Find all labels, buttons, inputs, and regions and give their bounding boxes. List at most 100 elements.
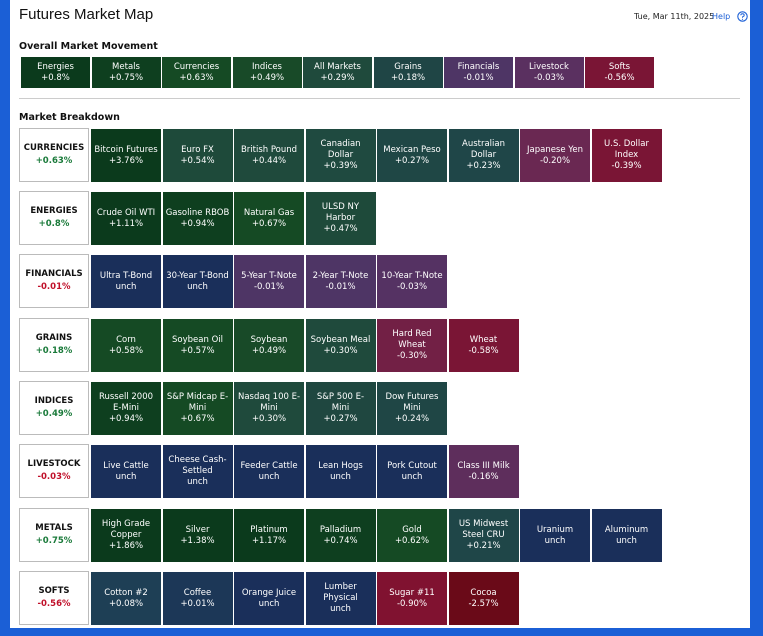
tile-change: +0.30% [323,345,358,356]
market-tile[interactable]: Nasdaq 100 E-Mini +0.30% [233,381,305,436]
tile-change: +1.11% [108,218,144,229]
market-tile[interactable]: Pork Cutout unch [376,444,448,499]
tile-name: Lumber Physical [323,582,358,603]
market-tile[interactable]: U.S. Dollar Index -0.39% [590,128,663,183]
market-tile[interactable]: Live Cattle unch [90,444,162,499]
tile-change: +0.75% [108,72,144,83]
market-tile[interactable]: Silver +1.38% [161,508,234,563]
row-name: GRAINS [35,333,73,343]
row-name: METALS [35,523,73,533]
tile-change: +3.76% [108,155,144,166]
tile-change: +0.24% [394,414,430,424]
market-tile[interactable]: Softs -0.56% [584,56,655,89]
market-tile[interactable]: 10-Year T-Note -0.03% [376,254,448,309]
market-tile[interactable]: Soybean +0.49% [233,318,305,373]
market-tile[interactable]: Gasoline RBOB +0.94% [161,191,234,246]
market-tile[interactable]: 30-Year T-Bond unch [161,254,234,309]
tile-change: unch [330,604,351,614]
market-tile[interactable]: 5-Year T-Note -0.01% [233,254,305,309]
market-tile[interactable]: Uranium unch [519,508,591,563]
market-tile[interactable]: Natural Gas +0.67% [233,191,305,246]
market-tile[interactable]: Aluminum unch [590,508,663,563]
tile-name: 30-Year T-Bond [166,270,229,281]
tile-change: unch [544,535,566,546]
market-tile[interactable]: Feeder Cattle unch [233,444,305,499]
row-label: SOFTS -0.56% [19,571,89,625]
tile-name: Pork Cutout [387,460,437,471]
market-tile[interactable]: Livestock -0.03% [513,56,585,89]
tile-change: -0.56% [604,72,635,83]
tile-name: Hard Red Wheat [392,329,432,350]
market-tile[interactable]: Hard Red Wheat -0.30% [376,318,448,373]
market-tile[interactable]: S&P Midcap E-Mini +0.67% [161,381,234,436]
tile-change: -2.57% [468,598,499,609]
market-tile[interactable]: All Markets +0.29% [302,56,373,89]
tile-change: unch [187,477,208,487]
tile-change: +0.30% [251,414,287,424]
tile-name: Euro FX [181,144,214,155]
market-tile[interactable]: Grains +0.18% [372,56,444,89]
market-tile[interactable]: Metals +0.75% [90,56,162,89]
tile-change: +0.27% [323,414,358,424]
tile-name: Palladium [319,524,362,535]
market-tile[interactable]: British Pound +0.44% [233,128,305,183]
market-tile[interactable]: Mexican Peso +0.27% [376,128,448,183]
market-tile[interactable]: Crude Oil WTI +1.11% [90,191,162,246]
help-link[interactable]: Help [712,12,731,21]
market-tile[interactable]: ULSD NY Harbor +0.47% [304,191,377,246]
market-tile[interactable]: Orange Juice unch [233,571,305,626]
market-tile[interactable]: Bitcoin Futures +3.76% [90,128,162,183]
market-tile[interactable]: Financials -0.01% [443,56,514,89]
tile-name: Ultra T-Bond [99,270,153,281]
market-tile[interactable]: Energies +0.8% [20,56,91,89]
tile-name: Cotton #2 [104,587,148,598]
tile-name: Mexican Peso [383,144,441,155]
market-tile[interactable]: Ultra T-Bond unch [90,254,162,309]
tile-name: Uranium [536,524,574,535]
market-tile[interactable]: US Midwest Steel CRU +0.21% [447,508,520,563]
help-icon[interactable] [737,11,748,22]
market-tile[interactable]: Euro FX +0.54% [161,128,234,183]
market-tile[interactable]: Russell 2000 E-Mini +0.94% [90,381,162,436]
row-label: ENERGIES +0.8% [19,191,89,245]
market-tile[interactable]: Japanese Yen -0.20% [519,128,591,183]
market-tile[interactable]: S&P 500 E-Mini +0.27% [304,381,377,436]
tile-change: -0.01% [253,281,285,292]
row-name: ENERGIES [30,206,78,216]
tile-change: unch [616,535,637,546]
market-tile[interactable]: Class III Milk -0.16% [447,444,520,499]
market-tile[interactable]: Corn +0.58% [90,318,162,373]
tile-name: Grains [394,61,422,72]
market-tile[interactable]: Platinum +1.17% [233,508,305,563]
market-tile[interactable]: Lean Hogs unch [304,444,377,499]
row-label: CURRENCIES +0.63% [19,128,89,182]
tile-change: +0.62% [394,535,430,546]
market-tile[interactable]: Australian Dollar +0.23% [447,128,520,183]
market-tile[interactable]: Soybean Meal +0.30% [304,318,377,373]
market-tile[interactable]: Gold +0.62% [376,508,448,563]
market-tile[interactable]: Cotton #2 +0.08% [90,571,162,626]
tile-name: Russell 2000 E-Mini [98,392,154,413]
row-label: GRAINS +0.18% [19,318,89,372]
market-tile[interactable]: Lumber Physical unch [304,571,377,626]
tile-change: -0.01% [325,281,356,292]
tile-name: Platinum [250,524,288,535]
market-tile[interactable]: Cheese Cash-Settled unch [161,444,234,499]
tile-change: +0.21% [466,541,501,551]
market-tile[interactable]: 2-Year T-Note -0.01% [304,254,377,309]
market-tile[interactable]: High Grade Copper +1.86% [90,508,162,563]
market-tile[interactable]: Indices +0.49% [231,56,303,89]
market-tile[interactable]: Currencies +0.63% [161,56,232,89]
tile-name: Crude Oil WTI [96,207,156,218]
row-label: FINANCIALS -0.01% [19,254,89,308]
market-tile[interactable]: Coffee +0.01% [161,571,234,626]
market-tile[interactable]: Sugar #11 -0.90% [376,571,448,626]
market-tile[interactable]: Soybean Oil +0.57% [161,318,234,373]
market-tile[interactable]: Wheat -0.58% [447,318,520,373]
section-title: Market Breakdown [19,112,120,123]
market-tile[interactable]: Canadian Dollar +0.39% [304,128,377,183]
row-label: METALS +0.75% [19,508,89,562]
market-tile[interactable]: Palladium +0.74% [304,508,377,563]
market-tile[interactable]: Dow Futures Mini +0.24% [376,381,448,436]
market-tile[interactable]: Cocoa -2.57% [447,571,520,626]
